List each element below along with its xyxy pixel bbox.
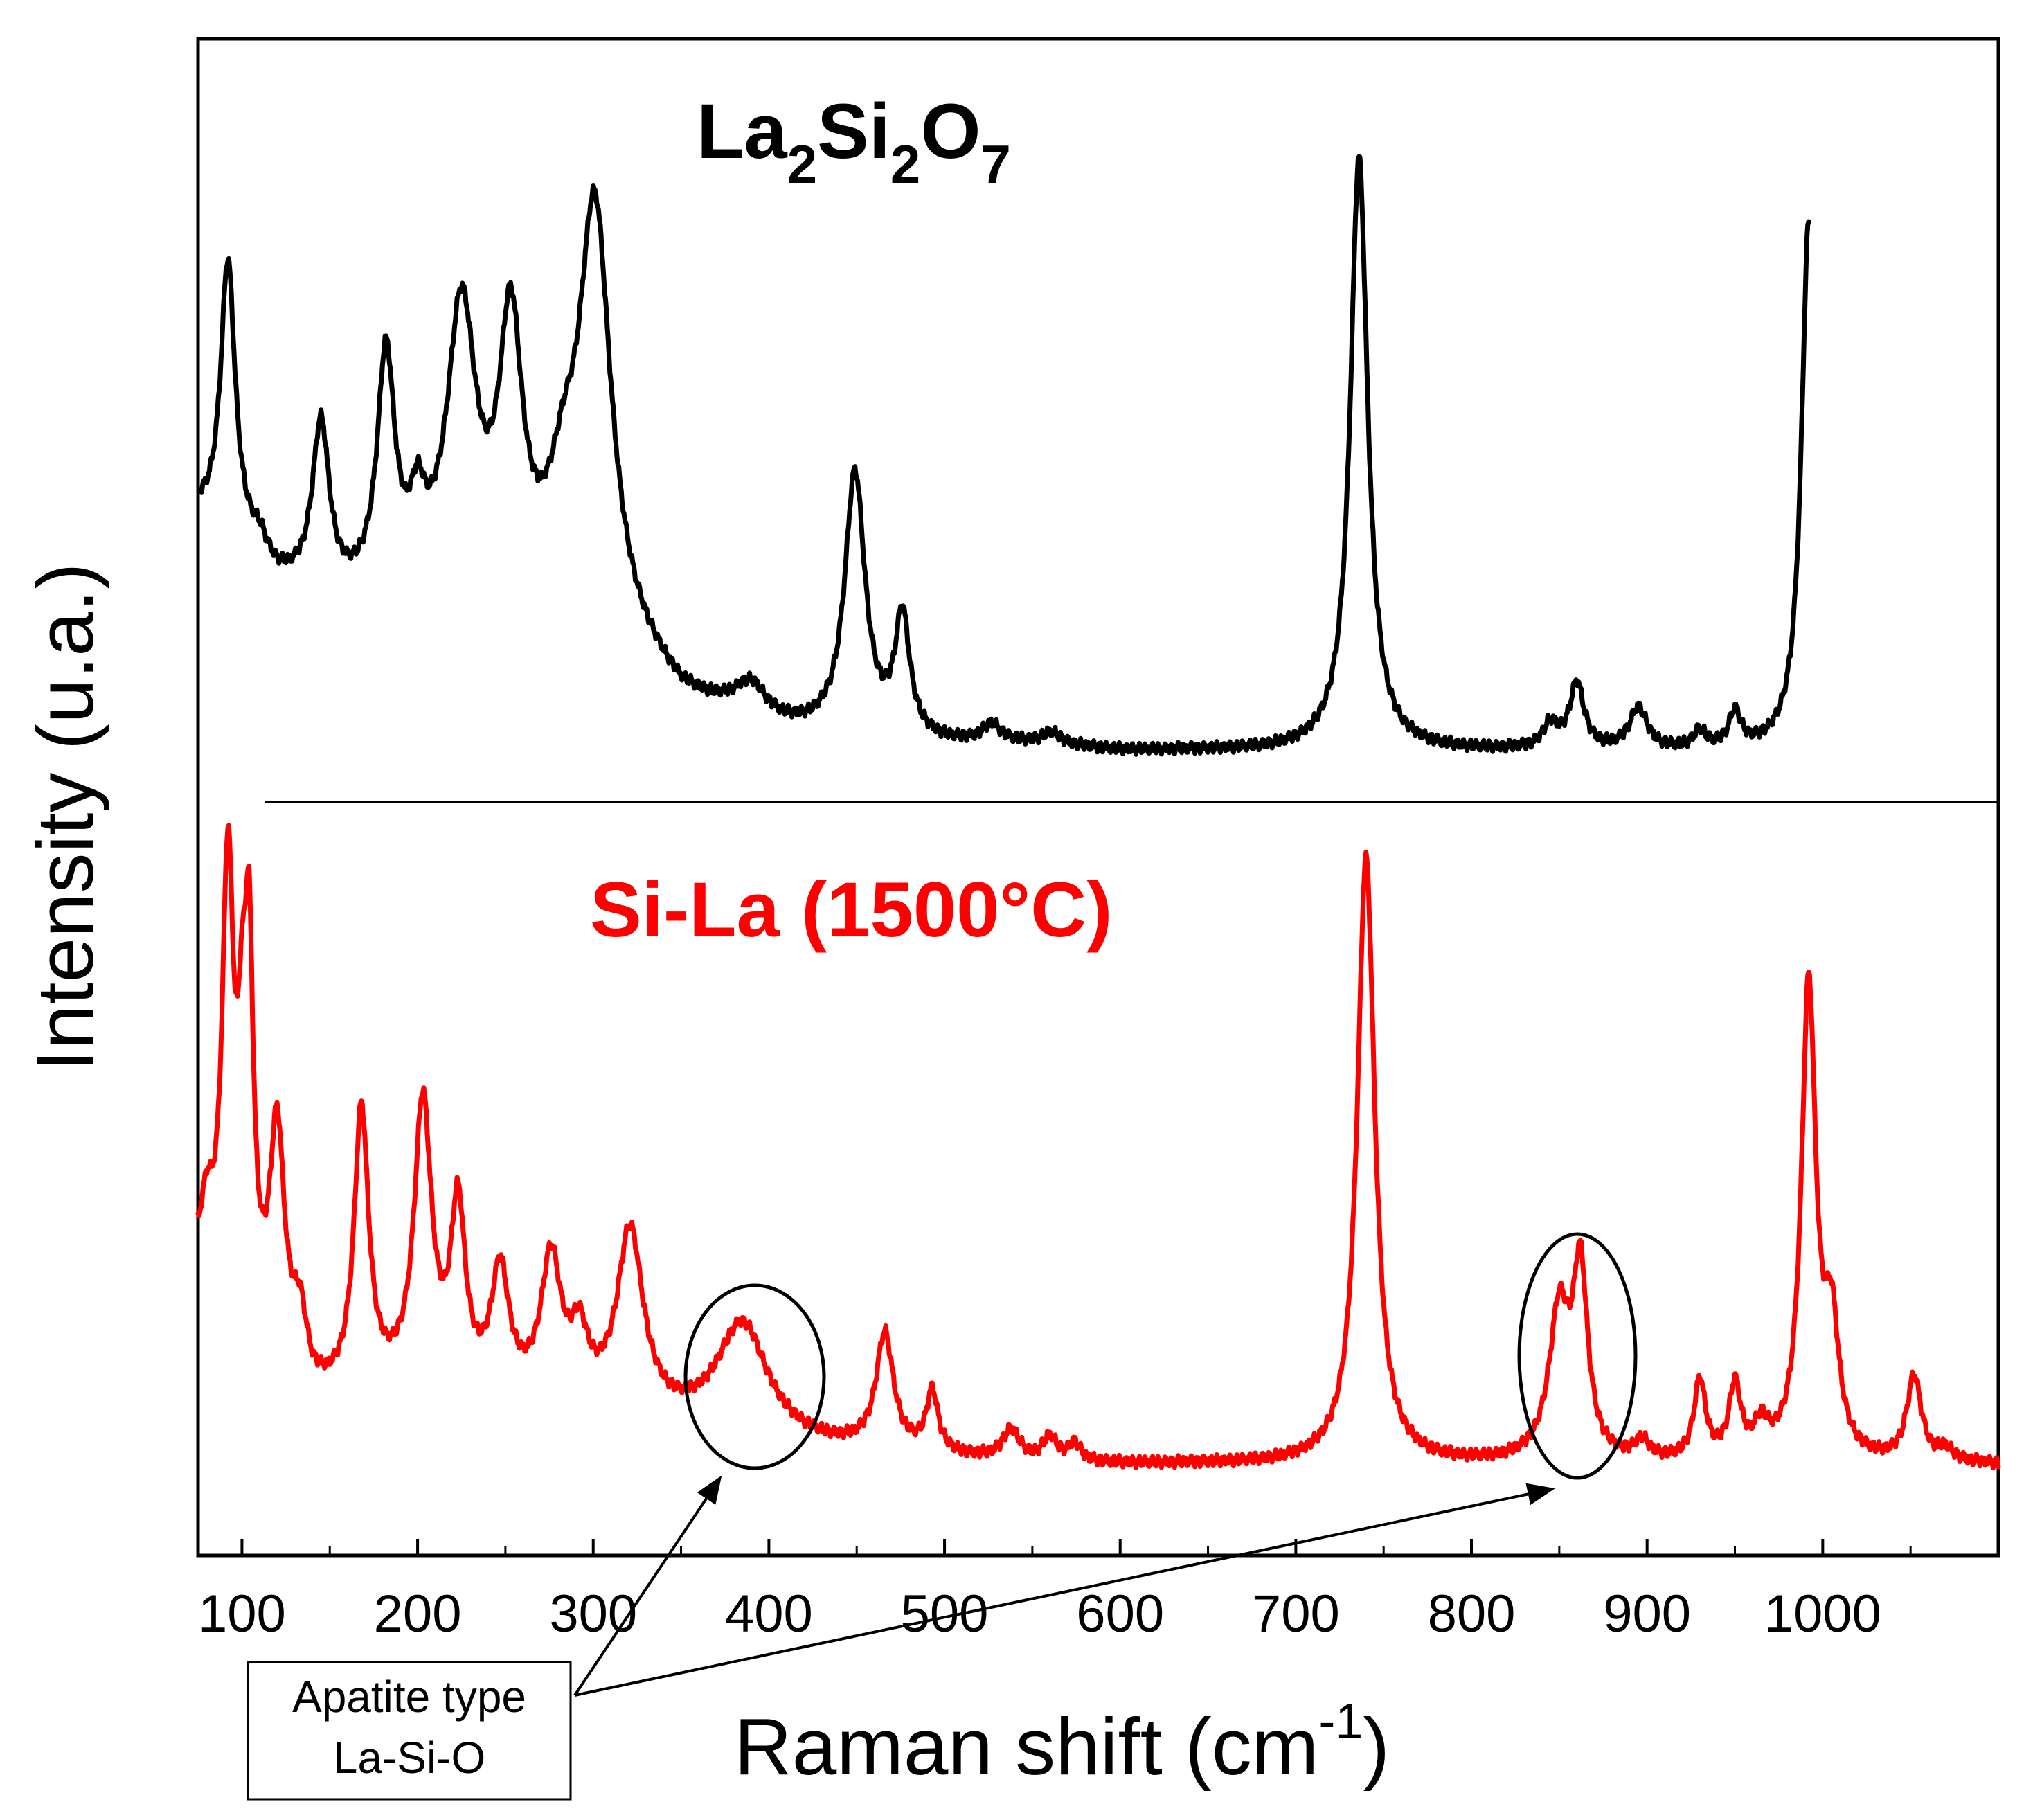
label-part-la: La <box>697 88 787 175</box>
highlight-circle-858 <box>1517 1232 1638 1480</box>
annotation-arrow-385 <box>573 1475 722 1697</box>
label-sub-2a: 2 <box>787 134 817 195</box>
label-sub-7: 7 <box>980 134 1010 195</box>
series-label-la2si2o7: La2Si2O7 <box>697 88 1011 195</box>
x-axis-title-main: Raman shift (cm <box>734 1702 1318 1792</box>
x-tick-label-200: 200 <box>374 1585 462 1643</box>
x-tick-label-100: 100 <box>198 1585 286 1643</box>
x-tick-label-500: 500 <box>901 1585 989 1643</box>
x-tick-label-300: 300 <box>549 1585 637 1643</box>
series-line-la2si2o7 <box>199 154 1811 757</box>
series-line-si-la-1500c <box>195 823 2001 1470</box>
label-sub-2b: 2 <box>890 134 920 195</box>
x-tick-label-800: 800 <box>1428 1585 1516 1643</box>
label-part-o: O <box>920 88 980 175</box>
annotation-arrow-858 <box>574 1483 1555 1697</box>
series-label-si-la-1500c: Si-La (1500°C) <box>590 866 1112 953</box>
x-tick-label-900: 900 <box>1603 1585 1691 1643</box>
annotation-line-2: La-Si-O <box>333 1733 486 1783</box>
x-axis-title-close: ) <box>1363 1702 1390 1792</box>
x-tick-label-600: 600 <box>1076 1585 1164 1643</box>
x-axis-tick-labels: 100 200 300 400 500 600 700 800 900 1000 <box>198 1585 1881 1643</box>
x-tick-label-1000: 1000 <box>1764 1585 1881 1643</box>
x-tick-label-700: 700 <box>1252 1585 1340 1643</box>
y-axis-title: Intensity (u.a.) <box>20 563 110 1072</box>
label-part-si: Si <box>817 88 890 175</box>
x-axis-title-sup: -1 <box>1318 1694 1363 1749</box>
x-tick-label-400: 400 <box>725 1585 813 1643</box>
highlight-circle-385 <box>683 1283 826 1470</box>
plot-frame <box>196 37 2000 1558</box>
x-axis-title: Raman shift (cm-1) <box>734 1694 1390 1792</box>
annotation-line-1: Apatite type <box>292 1672 526 1722</box>
annotation-box <box>247 1661 572 1801</box>
x-axis-ticks <box>240 1539 1912 1555</box>
